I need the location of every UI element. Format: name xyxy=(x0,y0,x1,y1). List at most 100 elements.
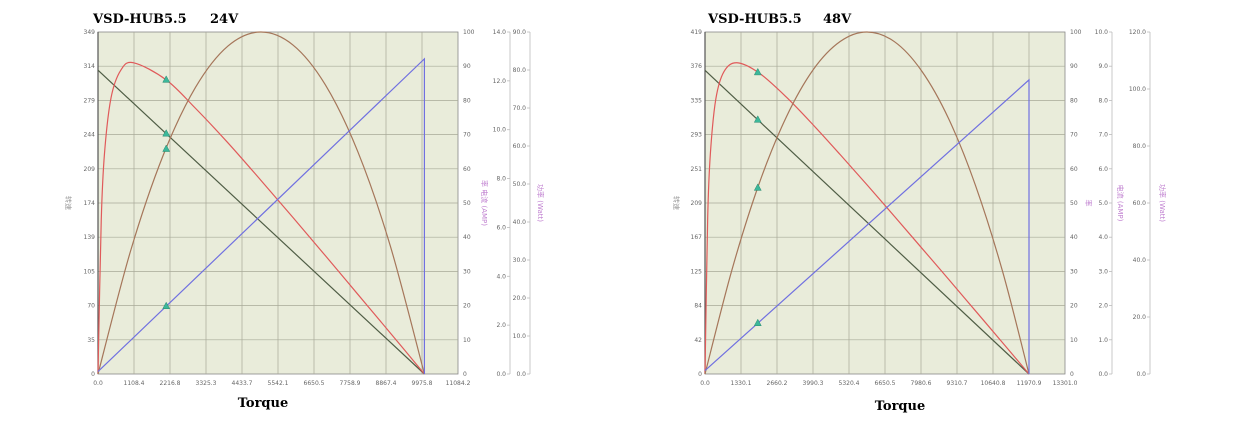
power-axis-label: 功率 (Watt) xyxy=(1158,184,1167,222)
speed-tick-label: 209 xyxy=(691,200,703,207)
efficiency-tick-label: 30 xyxy=(463,268,471,275)
x-tick-label: 1330.1 xyxy=(731,380,752,387)
speed-tick-label: 42 xyxy=(694,337,702,344)
speed-tick-label: 105 xyxy=(84,268,96,275)
x-tick-label: 5542.1 xyxy=(268,380,289,387)
current-curve xyxy=(97,57,426,374)
x-tick-label: 4433.7 xyxy=(232,380,253,387)
speed-tick-label: 314 xyxy=(84,63,96,70)
efficiency-tick-label: 40 xyxy=(463,234,471,241)
current-tick-label: 10.0 xyxy=(493,127,507,134)
x-tick-label: 0.0 xyxy=(93,380,103,387)
speed-tick-label: 0 xyxy=(91,371,95,378)
x-tick-label: 0.0 xyxy=(700,380,710,387)
efficiency-tick-label: 20 xyxy=(463,303,471,310)
speed-tick-label: 139 xyxy=(84,234,96,241)
current-tick-label: 5.0 xyxy=(1098,200,1108,207)
speed-marker xyxy=(753,115,762,123)
current-marker xyxy=(753,318,762,326)
speed-marker xyxy=(162,129,171,137)
current-curve xyxy=(704,78,1030,374)
speed-tick-label: 279 xyxy=(84,97,96,104)
power-tick-label: 0.0 xyxy=(516,371,526,378)
power-tick-label: 50.0 xyxy=(513,181,527,188)
current-axis-label: 率 电流 (AMP) xyxy=(480,180,489,226)
efficiency-tick-label: 0 xyxy=(463,371,467,378)
speed-tick-label: 70 xyxy=(87,303,95,310)
power-tick-label: 100.0 xyxy=(1129,86,1146,93)
chart-24v: VSD-HUB5.5 24V Torque 0.0 1108.4 2216.8 332… xyxy=(64,12,545,411)
efficiency-tick-label: 80 xyxy=(1070,97,1078,104)
efficiency-axis-label: 率 xyxy=(1084,200,1093,207)
current-tick-label: 10.0 xyxy=(1095,29,1109,36)
current-tick-label: 0.0 xyxy=(1098,371,1108,378)
current-tick-label: 4.0 xyxy=(496,273,506,280)
efficiency-tick-label: 10 xyxy=(463,337,471,344)
chart-48v: VSD-HUB5.5 48V Torque 0.0 1330.1 2660.2 399… xyxy=(672,12,1167,414)
efficiency-tick-label: 40 xyxy=(1070,234,1078,241)
x-axis-label: Torque xyxy=(238,396,289,411)
x-tick-label: 11970.9 xyxy=(1017,380,1042,387)
speed-axis-label: 转速 xyxy=(64,196,73,210)
x-tick-label: 5320.4 xyxy=(839,380,860,387)
x-tick-label: 2660.2 xyxy=(767,380,788,387)
x-tick-label: 1108.4 xyxy=(124,380,145,387)
power-tick-label: 90.0 xyxy=(513,29,527,36)
power-tick-label: 20.0 xyxy=(1133,314,1147,321)
speed-tick-label: 376 xyxy=(691,63,703,70)
efficiency-marker xyxy=(753,67,762,76)
speed-tick-label: 293 xyxy=(691,132,703,139)
power-tick-label: 80.0 xyxy=(513,67,527,74)
speed-tick-label: 174 xyxy=(84,200,96,207)
power-tick-label: 0.0 xyxy=(1136,371,1146,378)
x-tick-label: 9975.8 xyxy=(412,380,433,387)
efficiency-tick-label: 20 xyxy=(1070,303,1078,310)
efficiency-tick-label: 60 xyxy=(463,166,471,173)
x-axis-label: Torque xyxy=(875,399,926,414)
efficiency-tick-label: 0 xyxy=(1070,371,1074,378)
efficiency-marker xyxy=(162,75,171,83)
efficiency-tick-label: 60 xyxy=(1070,166,1078,173)
efficiency-tick-label: 50 xyxy=(463,200,471,207)
x-tick-label: 13301.0 xyxy=(1053,380,1078,387)
x-tick-label: 3325.3 xyxy=(196,380,217,387)
current-tick-label: 9.0 xyxy=(1098,63,1108,70)
power-tick-label: 60.0 xyxy=(1133,200,1147,207)
speed-curve xyxy=(97,69,425,375)
speed-tick-label: 419 xyxy=(691,29,703,36)
power-tick-label: 70.0 xyxy=(513,105,527,112)
x-tick-label: 2216.8 xyxy=(160,380,181,387)
efficiency-tick-label: 90 xyxy=(463,63,471,70)
current-tick-label: 4.0 xyxy=(1098,234,1108,241)
power-tick-label: 20.0 xyxy=(513,295,527,302)
current-marker xyxy=(162,301,171,309)
power-marker xyxy=(753,183,762,191)
current-axis-label: 电流 (AMP) xyxy=(1116,185,1125,222)
current-tick-label: 14.0 xyxy=(493,29,507,36)
x-tick-label: 9310.7 xyxy=(947,380,968,387)
speed-tick-label: 84 xyxy=(694,303,702,310)
efficiency-tick-label: 70 xyxy=(463,132,471,139)
power-tick-label: 40.0 xyxy=(513,219,527,226)
speed-tick-label: 335 xyxy=(691,97,703,104)
speed-tick-label: 125 xyxy=(691,268,703,275)
current-tick-label: 12.0 xyxy=(493,78,507,85)
x-tick-label: 7980.6 xyxy=(911,380,932,387)
current-tick-label: 0.0 xyxy=(496,371,506,378)
efficiency-tick-label: 100 xyxy=(1070,29,1082,36)
efficiency-tick-label: 50 xyxy=(1070,200,1078,207)
speed-tick-label: 251 xyxy=(691,166,703,173)
power-tick-label: 60.0 xyxy=(513,143,527,150)
speed-axis-label: 转速 xyxy=(672,196,681,210)
speed-tick-label: 167 xyxy=(691,234,703,241)
current-tick-label: 8.0 xyxy=(1098,97,1108,104)
current-tick-label: 6.0 xyxy=(496,224,506,231)
speed-tick-label: 349 xyxy=(84,29,96,36)
x-tick-label: 8867.4 xyxy=(376,380,397,387)
x-tick-label: 6650.5 xyxy=(875,380,896,387)
power-curve xyxy=(97,31,425,375)
power-tick-label: 10.0 xyxy=(513,333,527,340)
chart-subtitle: 24V xyxy=(210,12,239,27)
power-tick-label: 80.0 xyxy=(1133,143,1147,150)
power-tick-label: 30.0 xyxy=(513,257,527,264)
